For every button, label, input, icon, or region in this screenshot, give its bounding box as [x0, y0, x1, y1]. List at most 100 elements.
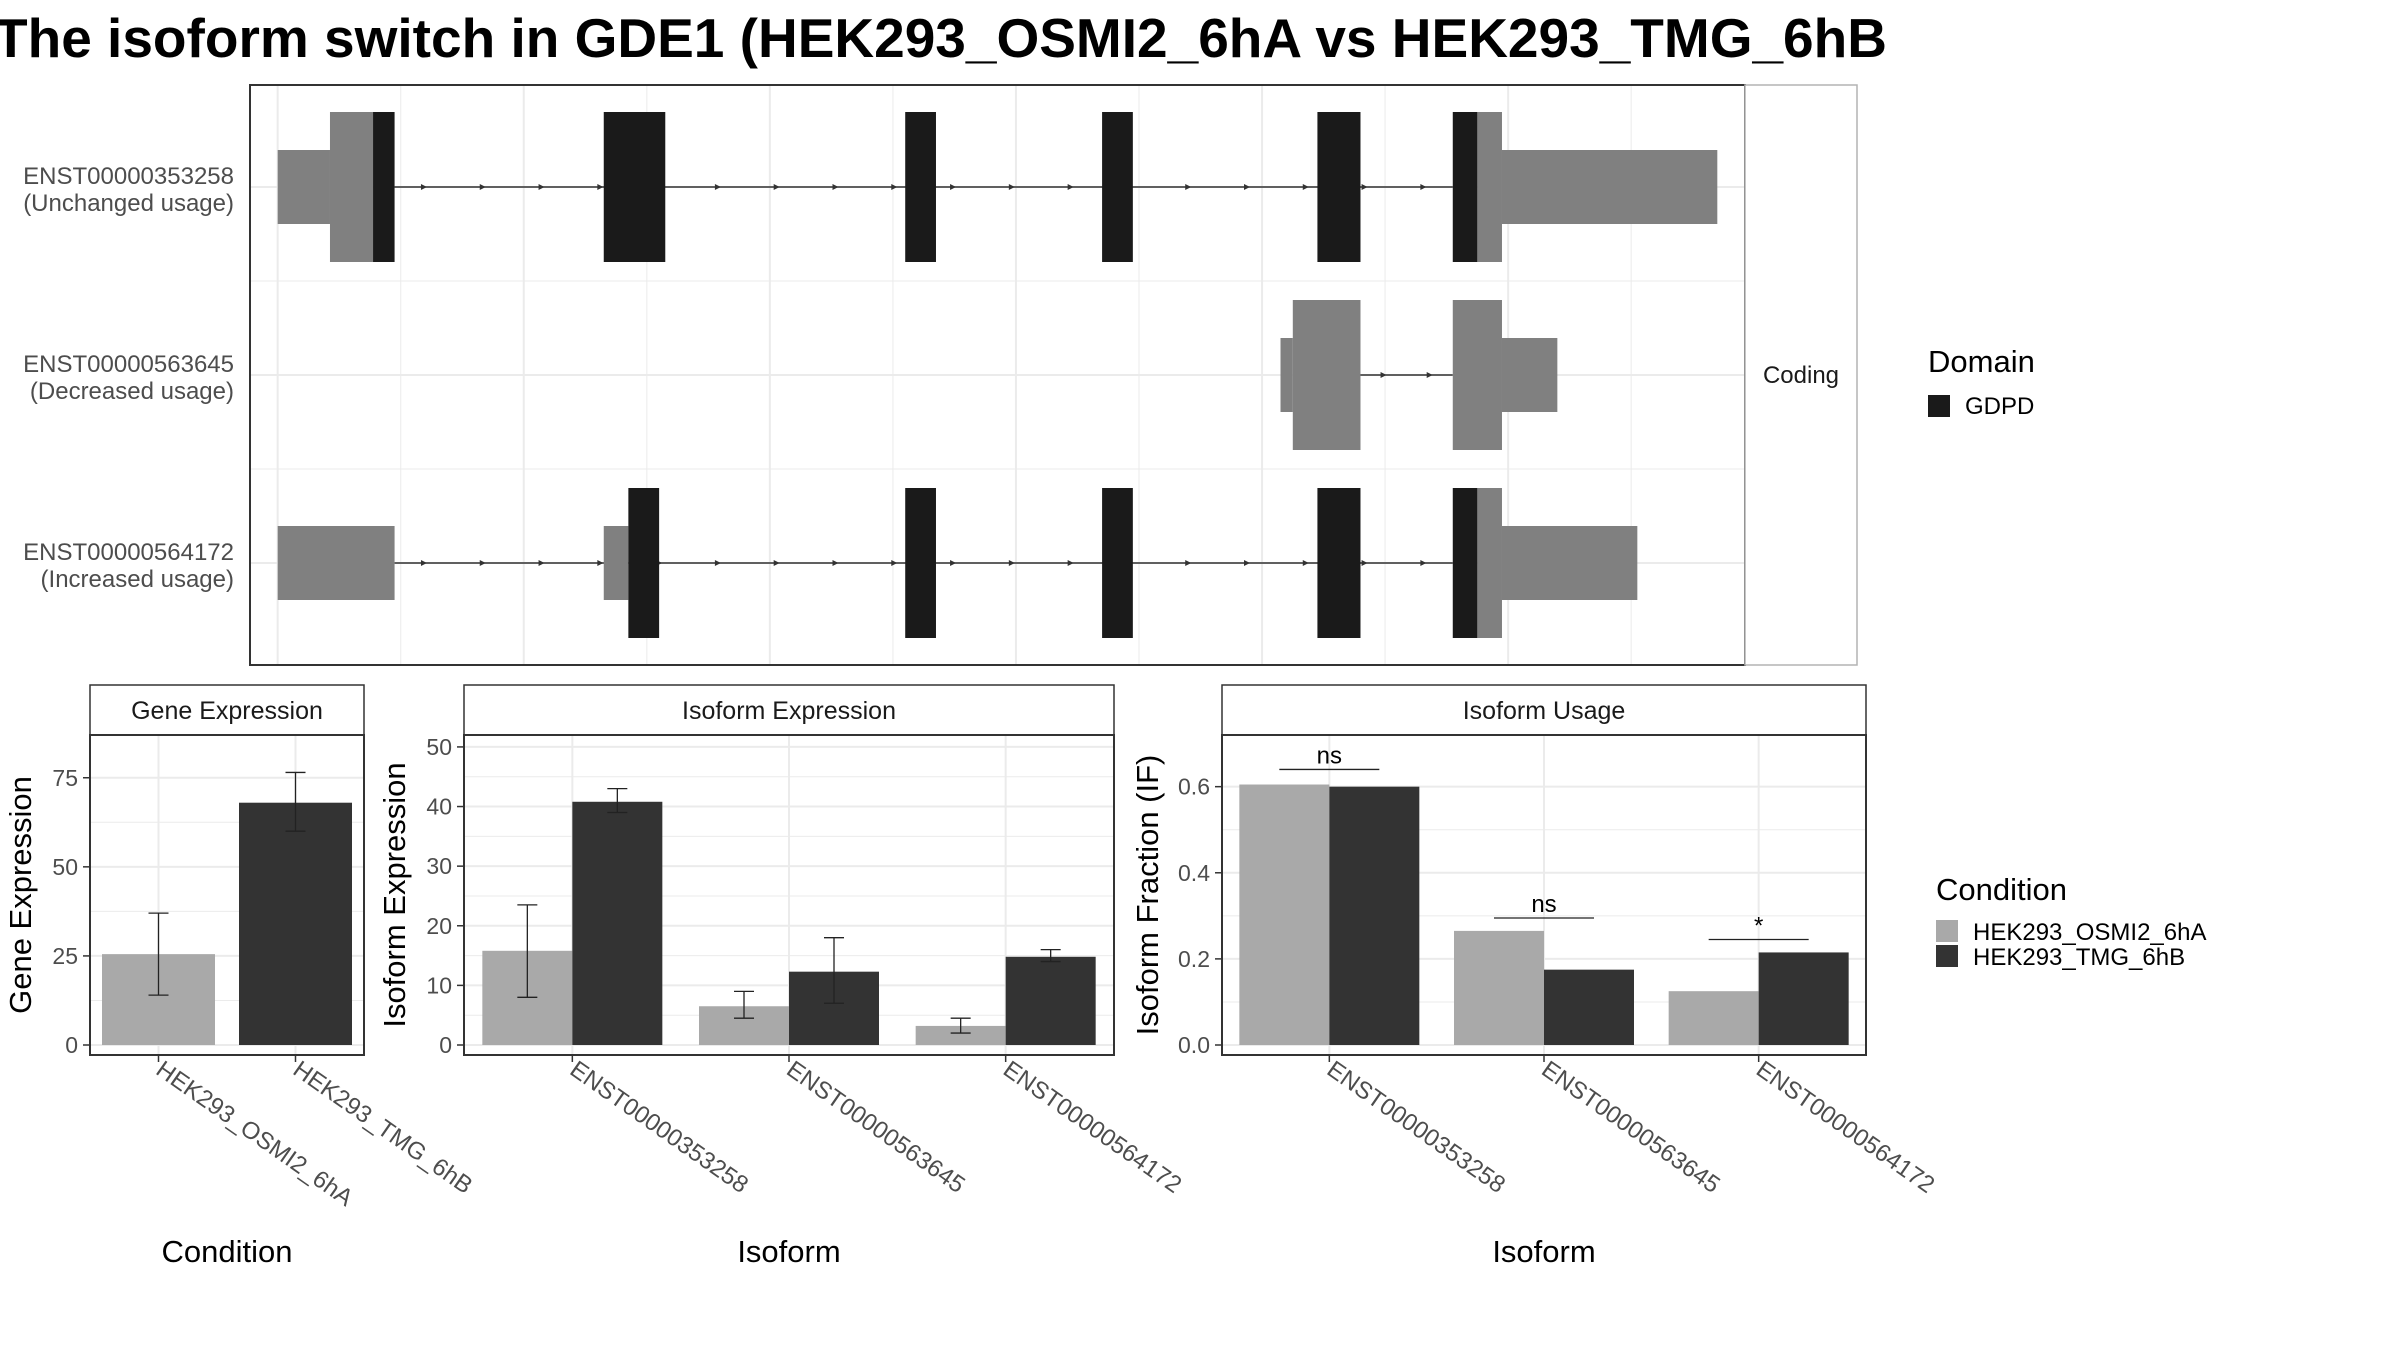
y-tick-label: 0.6 [1178, 774, 1210, 800]
x-axis-title: Isoform [1492, 1234, 1595, 1269]
y-tick-label: 40 [426, 794, 452, 820]
panel-strip-title: Isoform Usage [1463, 697, 1626, 725]
intron-arrow [597, 184, 604, 190]
utr-exon [329, 112, 374, 262]
cds-exon [1452, 488, 1478, 638]
intron-arrow [1244, 184, 1251, 190]
domain-legend-swatch [1928, 395, 1950, 417]
intron-arrow [1302, 560, 1309, 566]
intron-arrow [1185, 184, 1192, 190]
domain-legend-title: Domain [1928, 344, 2035, 379]
panel-frame [89, 734, 365, 1056]
intron-arrow [420, 184, 427, 190]
transcript-label: ENST00000353258 [23, 163, 234, 190]
intron-arrow [479, 560, 486, 566]
y-tick-label: 25 [52, 943, 78, 969]
y-tick-label: 30 [426, 853, 452, 879]
intron-arrow [1008, 184, 1015, 190]
panel-strip [89, 684, 365, 736]
intron-arrow [832, 184, 839, 190]
y-axis-title: Isoform Fraction (IF) [1130, 755, 1165, 1036]
intron-arrow [1361, 184, 1368, 190]
y-axis-title: Gene Expression [3, 776, 38, 1014]
intron-arrow [597, 560, 604, 566]
utr-exon [1501, 150, 1718, 224]
transcript-label: ENST00000564172 [23, 539, 234, 566]
transcript-label: ENST00000563645 [23, 351, 234, 378]
intron-arrow [1185, 560, 1192, 566]
intron-arrow [773, 184, 780, 190]
x-tick-label: ENST00000564172 [1751, 1056, 1939, 1199]
y-tick-label: 50 [426, 734, 452, 760]
intron-arrow [714, 184, 721, 190]
intron-arrow [1008, 560, 1015, 566]
panel-strip-title: Isoform Expression [682, 697, 896, 725]
domain-legend-label: GDPD [1965, 393, 2034, 420]
data-bar [572, 801, 663, 1045]
significance-label: * [1754, 913, 1763, 940]
x-tick-label: ENST00000563645 [1537, 1056, 1725, 1199]
intron-arrow [1420, 184, 1427, 190]
data-bar [915, 1025, 1006, 1045]
condition-legend-label: HEK293_OSMI2_6hA [1973, 919, 2206, 946]
cds-exon [628, 488, 660, 638]
cds-exon [1317, 112, 1361, 262]
condition-legend-label: HEK293_TMG_6hB [1973, 944, 2185, 971]
cds-exon [1102, 112, 1133, 262]
utr-exon [1501, 526, 1638, 600]
utr-exon [277, 150, 330, 224]
y-tick-label: 0 [65, 1032, 78, 1058]
y-tick-label: 0.2 [1178, 946, 1210, 972]
data-bar [1758, 952, 1849, 1045]
figure-title: The isoform switch in GDE1 (HEK293_OSMI2… [0, 7, 1887, 69]
data-bar [1329, 786, 1420, 1045]
intron-arrow [714, 560, 721, 566]
condition-legend-swatch [1936, 920, 1958, 942]
y-tick-label: 10 [426, 972, 452, 998]
intron-arrow [479, 184, 486, 190]
intron-arrow [891, 560, 898, 566]
intron-arrow [1244, 560, 1251, 566]
intron-arrow [538, 184, 545, 190]
y-tick-label: 0.4 [1178, 860, 1210, 886]
utr-exon [603, 526, 629, 600]
transcript-usage-label: (Decreased usage) [30, 378, 234, 405]
transcript-usage-label: (Increased usage) [41, 566, 234, 593]
y-tick-label: 75 [52, 765, 78, 791]
utr-exon [1477, 488, 1502, 638]
data-bar [1454, 930, 1544, 1045]
intron-arrow [1067, 184, 1074, 190]
intron-arrow [832, 560, 839, 566]
intron-arrow [538, 560, 545, 566]
cds-exon [373, 112, 395, 262]
condition-legend-title: Condition [1936, 872, 2067, 907]
utr-exon [1501, 338, 1558, 412]
utr-exon [1280, 338, 1293, 412]
y-tick-label: 0.0 [1178, 1032, 1210, 1058]
intron-arrow [891, 184, 898, 190]
facet-strip-label: Coding [1763, 362, 1839, 389]
x-tick-label: ENST00000353258 [1322, 1056, 1510, 1199]
intron-arrow [1426, 372, 1433, 378]
cds-exon [905, 488, 936, 638]
utr-exon [1292, 300, 1361, 450]
panel-strip [1221, 684, 1867, 736]
utr-exon [1477, 112, 1502, 262]
y-tick-label: 20 [426, 913, 452, 939]
data-bar [1005, 956, 1096, 1045]
facet-strip [1744, 84, 1858, 666]
cds-exon [1317, 488, 1361, 638]
intron-arrow [950, 184, 957, 190]
intron-arrow [950, 560, 957, 566]
cds-exon [1452, 112, 1478, 262]
y-axis-title: Isoform Expression [377, 762, 412, 1027]
y-tick-label: 0 [439, 1032, 452, 1058]
intron-arrow [1380, 372, 1387, 378]
intron-arrow [1361, 560, 1368, 566]
panel-strip-title: Gene Expression [131, 697, 323, 725]
significance-label: ns [1531, 891, 1556, 918]
intron-arrow [420, 560, 427, 566]
intron-arrow [1302, 184, 1309, 190]
